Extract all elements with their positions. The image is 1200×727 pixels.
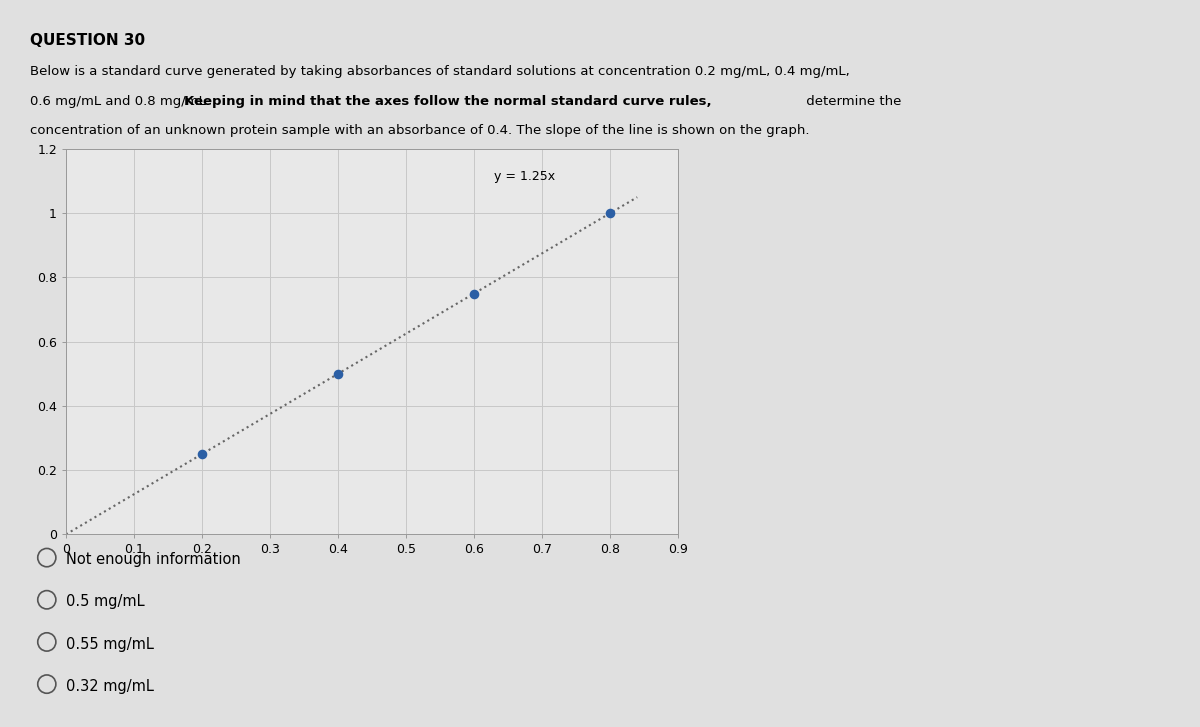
Text: 0.32 mg/mL: 0.32 mg/mL: [66, 679, 154, 694]
Text: Below is a standard curve generated by taking absorbances of standard solutions : Below is a standard curve generated by t…: [30, 65, 850, 79]
Text: concentration of an unknown protein sample with an absorbance of 0.4. The slope : concentration of an unknown protein samp…: [30, 124, 810, 137]
Point: [600, 207, 619, 219]
Text: Keeping in mind that the axes follow the normal standard curve rules,: Keeping in mind that the axes follow the…: [184, 95, 712, 108]
Text: 0.5 mg/mL: 0.5 mg/mL: [66, 595, 145, 609]
Text: determine the: determine the: [802, 95, 901, 108]
Point: [464, 288, 484, 300]
Text: Not enough information: Not enough information: [66, 553, 241, 567]
Text: y = 1.25x: y = 1.25x: [494, 169, 556, 182]
Text: 0.55 mg/mL: 0.55 mg/mL: [66, 637, 154, 651]
Text: QUESTION 30: QUESTION 30: [30, 33, 145, 48]
Point: [329, 368, 348, 379]
Point: [192, 449, 211, 460]
Text: 0.6 mg/mL and 0.8 mg/mL.: 0.6 mg/mL and 0.8 mg/mL.: [30, 95, 215, 108]
